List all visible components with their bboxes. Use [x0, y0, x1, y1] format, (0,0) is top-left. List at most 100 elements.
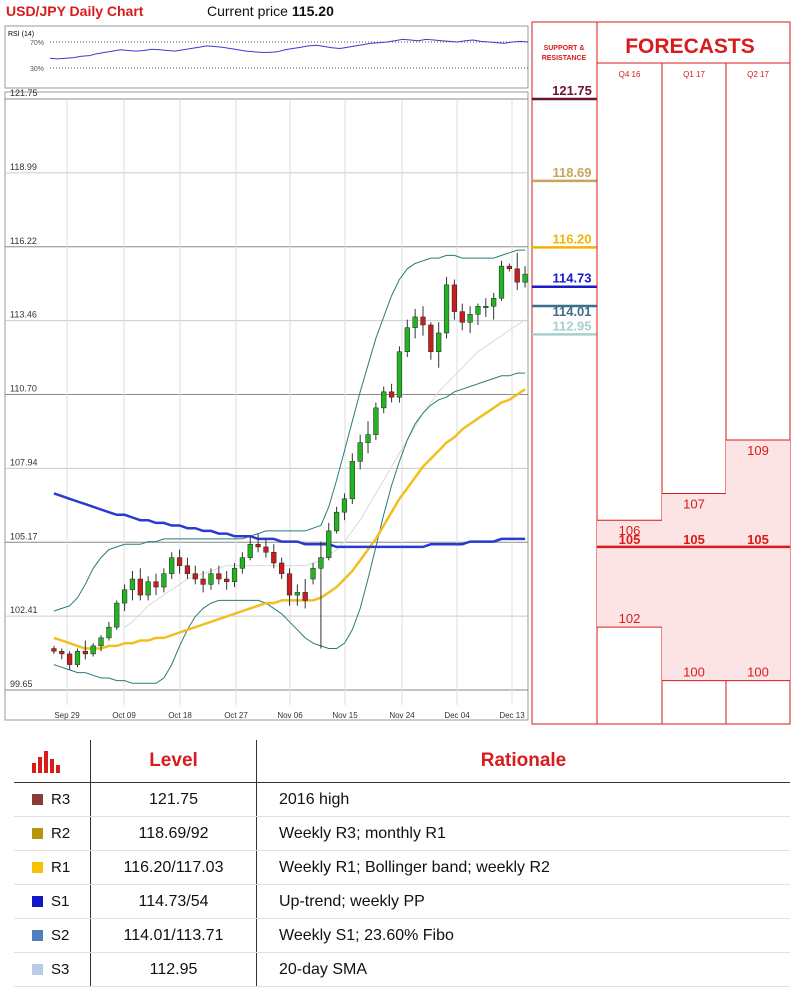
candle-body	[302, 592, 308, 601]
x-tick-label: Oct 09	[112, 711, 136, 720]
candle-body	[436, 332, 442, 352]
candle-body	[483, 306, 489, 309]
candle-body	[357, 442, 363, 462]
table-row: R3 121.75 2016 high	[14, 782, 790, 817]
candle-body	[59, 650, 65, 655]
s3-swatch	[32, 963, 43, 975]
candle-body	[475, 306, 481, 315]
price-chart: RSI (14) 70% 30% 121.75 118.99 116.22 113.4…	[4, 21, 791, 725]
chart-title: USD/JPY Daily Chart	[6, 3, 144, 19]
candle-body	[184, 565, 191, 574]
level-value: 121.75	[90, 782, 257, 817]
sr-level-label: 114.73	[552, 271, 591, 286]
forecast-mid-label: 105	[619, 532, 641, 547]
candle-body	[459, 311, 465, 323]
level-value: 112.95	[90, 952, 257, 987]
table-row: S3 112.95 20-day SMA	[14, 952, 790, 987]
current-price: Current price 115.20	[207, 3, 334, 19]
y-tick-label: 99.65	[10, 679, 33, 689]
bollinger-upper-line	[53, 249, 526, 612]
bollinger-lower-line	[53, 372, 526, 684]
rsi-tick-70: 70%	[30, 40, 44, 47]
candle-body	[200, 578, 206, 585]
r3-swatch	[32, 793, 43, 805]
levels-table-header: Level Rationale	[14, 740, 790, 783]
level-name: R3	[51, 790, 71, 808]
sma-blue-line	[53, 492, 526, 549]
candle-body	[388, 391, 395, 398]
candle-body	[169, 557, 175, 574]
forecast-low-label: 100	[683, 665, 705, 680]
s1-swatch	[32, 895, 43, 907]
level-name: R1	[51, 858, 71, 876]
sr-level-label: 116.20	[552, 231, 591, 246]
sr-panel	[531, 21, 598, 725]
rsi-tick-30: 30%	[30, 66, 44, 73]
forecast-high-label: 109	[747, 443, 769, 458]
candle-body	[396, 351, 403, 398]
candle-body	[443, 284, 450, 334]
candle-body	[404, 327, 410, 352]
forecast-low-label: 102	[619, 611, 641, 626]
candle-body	[153, 581, 159, 588]
x-tick-label: Nov 24	[389, 711, 415, 720]
level-value: 118.69/92	[90, 816, 257, 851]
candle-body	[365, 434, 371, 443]
s2-swatch	[32, 929, 43, 941]
level-value: 114.73/54	[90, 884, 257, 919]
y-tick-label: 113.46	[10, 310, 37, 320]
sr-level-label: 114.01	[552, 304, 591, 319]
plot-area	[4, 91, 529, 721]
candle-body	[255, 544, 261, 548]
forecast-quarter: Q4 16	[619, 70, 641, 79]
x-tick-label: Nov 06	[277, 711, 303, 720]
table-row: R2 118.69/92 Weekly R3; monthly R1	[14, 816, 790, 851]
bar-chart-icon	[32, 751, 60, 773]
candle-body	[192, 573, 198, 580]
forecast-quarter: Q2 17	[747, 70, 769, 79]
candle-body	[231, 568, 238, 582]
candle-body	[349, 461, 355, 500]
table-row: R1 116.20/117.03 Weekly R1; Bollinger ba…	[14, 850, 790, 885]
candle-body	[420, 316, 426, 326]
candle-body	[145, 581, 151, 596]
candle-body	[286, 573, 293, 596]
levels-table: Level Rationale R3 121.75 2016 high R2 1…	[14, 740, 790, 987]
candle-body	[428, 324, 434, 352]
y-tick-label: 107.94	[10, 457, 38, 467]
candle-body	[514, 268, 520, 283]
candle-body	[98, 637, 104, 647]
x-tick-label: Nov 15	[332, 711, 358, 720]
candle-body	[137, 578, 143, 596]
sr-level-label: 112.95	[552, 318, 591, 333]
candle-body	[318, 557, 324, 569]
y-tick-label: 121.75	[10, 88, 38, 98]
level-rationale: Weekly R1; Bollinger band; weekly R2	[256, 850, 790, 885]
candle-body	[451, 284, 458, 312]
candle-body	[161, 573, 167, 588]
forecast-quarter: Q1 17	[683, 70, 705, 79]
candle-body	[294, 592, 300, 596]
y-tick-label: 116.22	[10, 236, 37, 246]
candle-body	[373, 407, 379, 435]
level-rationale: Weekly R3; monthly R1	[256, 816, 790, 851]
sr-heading-1: SUPPORT &	[544, 45, 585, 52]
level-value: 114.01/113.71	[90, 918, 257, 953]
level-rationale: 20-day SMA	[256, 952, 790, 987]
forecast-low-label: 100	[747, 665, 769, 680]
candle-body	[310, 568, 316, 580]
candle-body	[326, 530, 332, 558]
candle-body	[129, 578, 136, 590]
candle-body	[74, 650, 81, 665]
candle-body	[491, 297, 497, 307]
grid	[5, 98, 528, 705]
level-name: S3	[51, 960, 70, 978]
forecast-range	[597, 520, 662, 628]
candle-body	[82, 650, 88, 655]
x-tick-label: Oct 18	[168, 711, 192, 720]
y-tick-label: 118.99	[10, 162, 37, 172]
candle-body	[90, 645, 96, 655]
candle-body	[279, 562, 285, 574]
